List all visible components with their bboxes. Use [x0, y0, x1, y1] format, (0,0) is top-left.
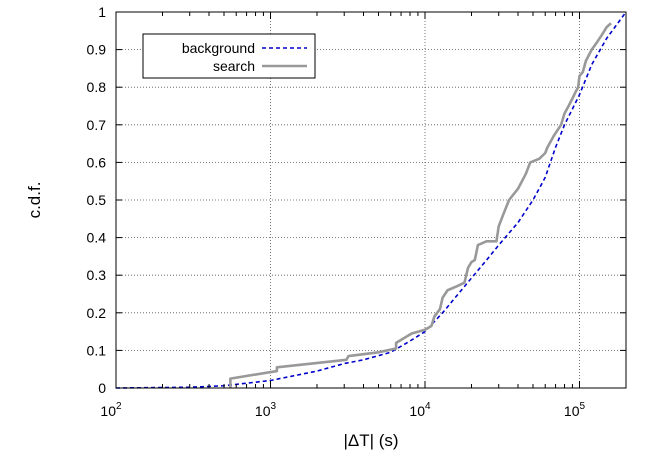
y-tick-label: 0.8	[87, 79, 107, 95]
x-tick-label: 105	[564, 401, 586, 419]
series-line-search	[229, 22, 612, 388]
x-tick-base: 10	[409, 403, 425, 419]
x-tick-base: 10	[255, 403, 271, 419]
x-tick-base: 10	[564, 403, 580, 419]
y-tick-label: 0.9	[87, 42, 107, 58]
y-tick-label: 0	[98, 380, 106, 396]
x-tick-exponent: 5	[579, 401, 585, 412]
y-tick-label: 0.4	[87, 230, 107, 246]
legend-box	[142, 33, 316, 79]
y-tick-label: 0.6	[87, 154, 107, 170]
y-tick-label: 0.3	[87, 267, 107, 283]
legend-label-search: search	[213, 58, 255, 74]
x-tick-exponent: 4	[425, 401, 431, 412]
x-axis-title: |ΔT| (s)	[343, 431, 398, 450]
y-tick-label: 1	[98, 4, 106, 20]
x-tick-label: 104	[409, 401, 431, 419]
x-tick-exponent: 3	[271, 401, 277, 412]
y-axis-title: c.d.f.	[25, 182, 44, 219]
y-tick-label: 0.7	[87, 117, 107, 133]
y-tick-label: 0.1	[87, 342, 107, 358]
y-tick-label: 0.5	[87, 192, 107, 208]
series-lines	[115, 11, 627, 389]
legend-label-background: background	[182, 40, 255, 56]
legend: background search	[142, 33, 316, 79]
x-tick-label: 102	[100, 401, 122, 419]
y-tick-label: 0.2	[87, 305, 107, 321]
x-tick-exponent: 2	[116, 401, 122, 412]
x-tick-base: 10	[100, 403, 116, 419]
x-tick-label: 103	[255, 401, 277, 419]
series-line-background	[115, 11, 627, 389]
